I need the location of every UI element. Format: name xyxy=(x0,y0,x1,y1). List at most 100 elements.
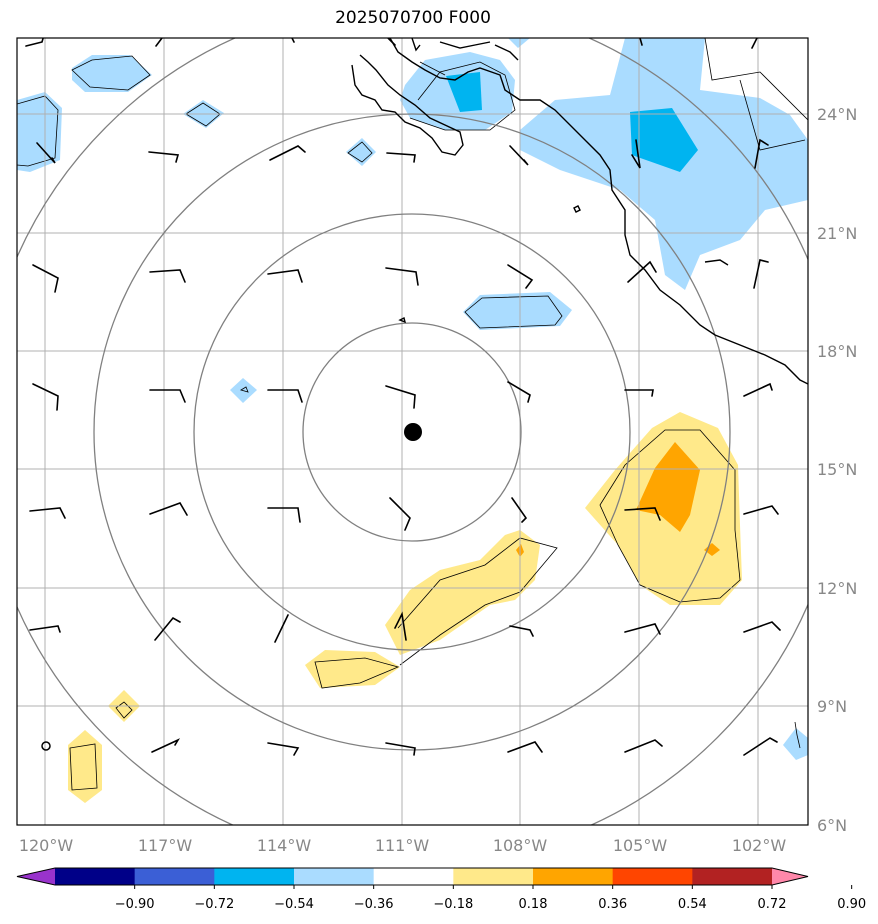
mainland-coastline xyxy=(389,38,808,385)
positive-anomaly-region xyxy=(385,530,540,655)
colorbar-tick-label: −0.90 xyxy=(115,897,155,912)
colorbar-segment xyxy=(692,868,773,885)
colorbar-outline xyxy=(16,867,809,886)
lon-tick-label: 108°W xyxy=(493,836,548,855)
colorbar-segment xyxy=(373,868,454,885)
colorbar: −0.90 −0.72 −0.54 −0.36 −0.18 0.18 0.36 0.54 0.7… xyxy=(16,867,866,912)
wind-barb xyxy=(507,264,534,289)
negative-anomaly-region xyxy=(508,38,530,48)
colorbar-segment xyxy=(533,868,614,885)
colorbar-tick-label: −0.36 xyxy=(354,897,394,912)
strong-positive-core xyxy=(636,442,700,532)
colorbar-tick-label: 0.18 xyxy=(519,897,548,912)
plot-title: 2025070700 F000 xyxy=(335,8,491,28)
wind-barb xyxy=(267,507,301,523)
wind-barb xyxy=(743,505,779,515)
lat-tick-label: 15°N xyxy=(817,460,857,479)
wind-barb xyxy=(385,385,416,409)
wind-barb xyxy=(29,625,61,633)
colorbar-segment xyxy=(612,868,693,885)
strong-negative-core xyxy=(446,72,482,112)
shaded-field-layer xyxy=(17,38,808,803)
wind-barb xyxy=(624,507,661,521)
wind-barb xyxy=(754,138,769,169)
wind-barb xyxy=(269,145,306,161)
wind-barb xyxy=(509,625,534,637)
colorbar-tick-label: 0.54 xyxy=(678,897,707,912)
wind-barb xyxy=(25,38,44,47)
negative-anomaly-region xyxy=(783,728,808,760)
lat-tick-label: 21°N xyxy=(817,224,857,243)
wind-barb xyxy=(387,38,396,46)
colorbar-extend-high xyxy=(772,868,808,885)
wind-barb xyxy=(743,737,778,756)
colorbar-tick-label: −0.54 xyxy=(274,897,314,912)
strong-negative-core xyxy=(630,108,698,172)
lon-tick-label: 114°W xyxy=(257,836,312,855)
map-frame xyxy=(16,37,809,826)
lat-tick-label: 6°N xyxy=(817,816,847,835)
wind-barb xyxy=(511,497,528,523)
wind-barb xyxy=(32,264,59,293)
wind-barb xyxy=(624,623,661,635)
wind-barb xyxy=(154,616,181,641)
station-marker xyxy=(41,741,51,751)
wind-barb xyxy=(627,260,657,283)
wind-barb xyxy=(394,611,407,641)
range-ring xyxy=(193,213,631,651)
colorbar-tick-label: 0.36 xyxy=(598,897,627,912)
wind-barb xyxy=(507,741,543,753)
colorbar-extend-low xyxy=(17,868,55,885)
colorbar-segment xyxy=(453,868,534,885)
coastline xyxy=(351,38,808,385)
colorbar-tick-label: −0.18 xyxy=(433,897,473,912)
range-rings xyxy=(17,38,808,825)
wind-barb xyxy=(385,742,416,756)
wind-barb xyxy=(274,614,289,643)
lon-tick-label: 117°W xyxy=(138,836,193,855)
strong-positive-core xyxy=(704,543,720,556)
lon-tick-label: 105°W xyxy=(613,836,668,855)
lat-tick-label: 18°N xyxy=(817,342,857,361)
latitude-labels: 6°N 9°N 12°N 15°N 18°N 21°N 24°N xyxy=(817,105,857,835)
range-ring xyxy=(302,322,522,542)
wind-barb xyxy=(148,151,180,163)
wind-barb xyxy=(751,38,758,49)
longitude-labels: 120°W 117°W 114°W 111°W 108°W 105°W 102°… xyxy=(19,836,787,855)
colorbar-segment xyxy=(55,868,136,885)
wind-barb xyxy=(149,269,186,283)
wind-barb xyxy=(509,145,529,166)
wind-barb xyxy=(385,267,419,286)
positive-anomaly-region xyxy=(305,650,400,688)
wind-barb xyxy=(149,502,188,516)
border-lines xyxy=(419,38,808,151)
wind-barb xyxy=(155,38,163,47)
graticule xyxy=(17,38,808,825)
wind-barb xyxy=(149,389,186,403)
wind-barb xyxy=(639,38,643,46)
negative-anomaly-region xyxy=(346,138,376,166)
colorbar-segment xyxy=(134,868,215,885)
wind-barb xyxy=(267,742,300,756)
wind-barb xyxy=(743,382,773,397)
wind-barb xyxy=(151,738,181,753)
wind-barb xyxy=(291,38,295,43)
positive-anomaly-region xyxy=(68,730,102,803)
lat-tick-label: 12°N xyxy=(817,579,857,598)
negative-anomaly-region xyxy=(463,292,572,330)
wind-barb xyxy=(267,269,303,283)
lon-tick-label: 120°W xyxy=(19,836,74,855)
negative-anomaly-region xyxy=(17,92,62,172)
wind-barb xyxy=(753,259,769,289)
colorbar-segment xyxy=(214,868,295,885)
range-ring xyxy=(93,113,731,751)
wind-barb xyxy=(29,507,66,519)
wind-barb xyxy=(507,381,531,403)
wind-barb xyxy=(389,497,411,531)
colorbar-tick-label: 0.90 xyxy=(837,897,866,912)
wind-barb xyxy=(624,739,663,753)
baja-coastline xyxy=(351,54,464,156)
lat-tick-label: 9°N xyxy=(817,697,847,716)
lon-tick-label: 111°W xyxy=(375,836,430,855)
